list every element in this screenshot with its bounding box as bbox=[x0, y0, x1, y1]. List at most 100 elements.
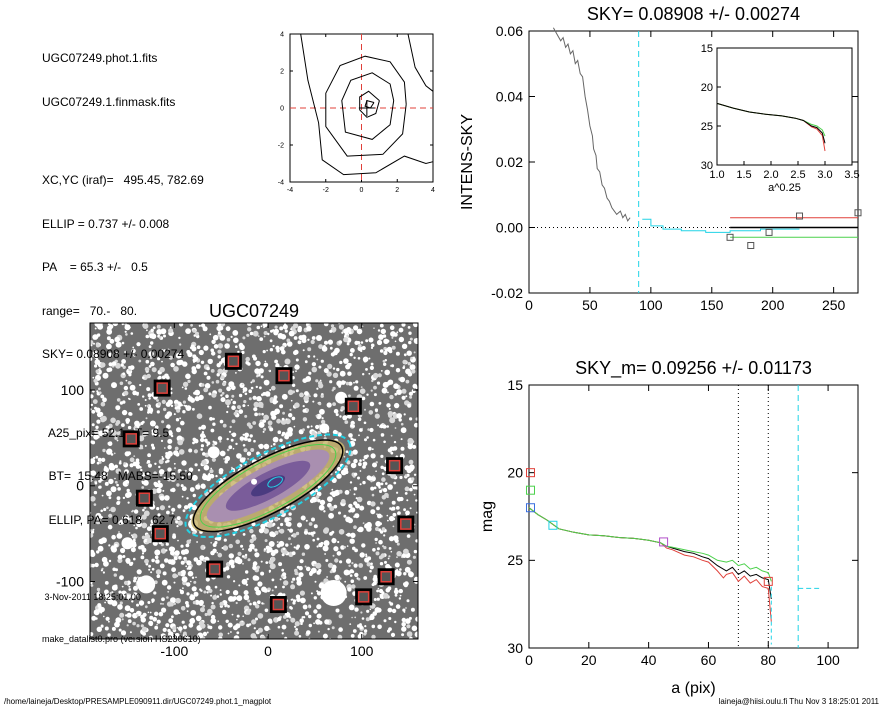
noise-dot bbox=[142, 508, 145, 512]
noise-dot bbox=[165, 623, 170, 628]
noise-dot bbox=[400, 422, 404, 426]
noise-dot bbox=[343, 514, 347, 518]
noise-dot bbox=[92, 390, 95, 393]
noise-dot bbox=[233, 635, 240, 639]
noise-dot bbox=[382, 466, 386, 470]
noise-dot bbox=[331, 328, 336, 333]
noise-dot bbox=[351, 570, 355, 574]
noise-dot bbox=[155, 559, 160, 564]
noise-dot bbox=[408, 459, 414, 465]
noise-dot bbox=[136, 614, 139, 617]
noise-dot bbox=[204, 612, 208, 617]
noise-dot bbox=[345, 558, 352, 564]
noise-dot bbox=[147, 463, 152, 468]
noise-dot bbox=[396, 389, 402, 395]
noise-dot bbox=[194, 599, 200, 605]
noise-dot bbox=[349, 489, 352, 491]
ellip-line: ELLIP = 0.737 +/- 0.008 bbox=[42, 216, 170, 231]
noise-dot bbox=[230, 335, 233, 338]
noise-dot bbox=[146, 460, 151, 464]
noise-dot bbox=[290, 328, 293, 331]
noise-dot bbox=[302, 417, 308, 422]
noise-dot bbox=[121, 359, 126, 364]
noise-dot bbox=[318, 365, 322, 369]
noise-dot bbox=[390, 550, 393, 553]
noise-dot bbox=[160, 634, 163, 637]
sky-marker bbox=[796, 212, 804, 220]
noise-dot bbox=[267, 589, 270, 593]
noise-dot bbox=[336, 551, 342, 556]
noise-dot bbox=[107, 524, 113, 530]
noise-dot bbox=[93, 342, 95, 345]
noise-dot bbox=[338, 511, 341, 515]
noise-dot bbox=[336, 380, 343, 387]
noise-dot bbox=[195, 558, 197, 561]
noise-dot bbox=[177, 539, 179, 542]
noise-dot bbox=[315, 489, 319, 493]
noise-dot bbox=[395, 506, 400, 510]
noise-dot bbox=[259, 397, 262, 401]
noise-dot bbox=[233, 412, 237, 416]
noise-dot bbox=[116, 533, 123, 539]
noise-dot bbox=[106, 506, 109, 510]
noise-dot bbox=[107, 633, 111, 637]
noise-dot bbox=[323, 540, 330, 547]
noise-dot bbox=[335, 413, 339, 417]
noise-dot bbox=[303, 530, 309, 535]
noise-dot bbox=[323, 510, 326, 513]
noise-dot bbox=[383, 440, 386, 444]
noise-dot bbox=[352, 546, 356, 551]
noise-dot bbox=[90, 403, 94, 407]
noise-dot bbox=[376, 506, 380, 511]
noise-dot bbox=[370, 453, 376, 459]
noise-dot bbox=[269, 348, 274, 352]
noise-dot bbox=[288, 528, 294, 533]
noise-dot bbox=[131, 536, 134, 538]
noise-dot bbox=[364, 408, 366, 411]
noise-dot bbox=[365, 339, 369, 343]
noise-dot bbox=[222, 423, 227, 428]
noise-dot bbox=[407, 403, 412, 408]
noise-dot bbox=[217, 331, 221, 335]
noise-dot bbox=[286, 341, 293, 347]
noise-dot bbox=[332, 350, 338, 356]
noise-dot bbox=[115, 352, 119, 355]
noise-dot bbox=[156, 574, 161, 578]
noise-dot bbox=[241, 439, 243, 442]
noise-dot bbox=[96, 411, 103, 418]
noise-dot bbox=[244, 553, 248, 557]
noise-dot bbox=[104, 626, 109, 631]
noise-dot bbox=[203, 345, 209, 351]
noise-dot bbox=[227, 605, 230, 608]
noise-dot bbox=[214, 537, 218, 541]
noise-dot bbox=[258, 421, 265, 428]
noise-dot bbox=[351, 616, 353, 619]
noise-dot bbox=[207, 625, 211, 629]
noise-dot bbox=[364, 438, 367, 442]
masked-region bbox=[319, 423, 330, 434]
noise-dot bbox=[342, 415, 348, 421]
noise-dot bbox=[415, 499, 418, 502]
noise-dot bbox=[130, 332, 134, 335]
noise-dot bbox=[394, 562, 400, 568]
noise-dot bbox=[386, 514, 389, 517]
noise-dot bbox=[359, 623, 362, 626]
noise-dot bbox=[167, 628, 171, 633]
noise-dot bbox=[322, 633, 328, 639]
noise-dot bbox=[150, 571, 153, 574]
y-tick-label: 0.00 bbox=[496, 219, 523, 235]
noise-dot bbox=[238, 584, 241, 587]
noise-dot bbox=[258, 412, 261, 416]
noise-dot bbox=[298, 335, 304, 341]
noise-dot bbox=[260, 635, 266, 639]
noise-dot bbox=[382, 487, 388, 493]
noise-dot bbox=[128, 585, 131, 588]
noise-dot bbox=[121, 341, 125, 345]
noise-dot bbox=[118, 590, 122, 594]
noise-dot bbox=[148, 345, 152, 349]
noise-dot bbox=[406, 473, 410, 477]
noise-dot bbox=[257, 401, 264, 408]
noise-dot bbox=[343, 455, 346, 458]
noise-dot bbox=[193, 449, 198, 454]
noise-dot bbox=[367, 428, 370, 431]
